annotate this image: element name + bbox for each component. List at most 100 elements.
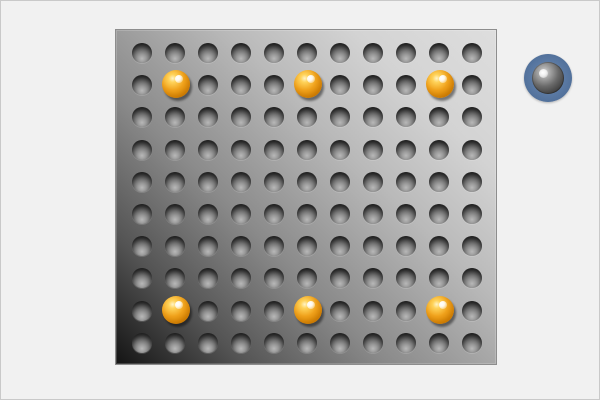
board-hole[interactable]: [429, 107, 449, 128]
board-hole[interactable]: [462, 139, 482, 160]
board-hole[interactable]: [462, 43, 482, 63]
board-hole[interactable]: [297, 171, 317, 192]
orange-peg[interactable]: [294, 70, 322, 99]
board-hole[interactable]: [132, 171, 152, 192]
board-hole[interactable]: [165, 171, 185, 192]
board-hole[interactable]: [165, 236, 185, 257]
board-hole[interactable]: [462, 332, 482, 353]
board-hole[interactable]: [462, 171, 482, 192]
board-hole[interactable]: [462, 107, 482, 128]
board-hole[interactable]: [231, 204, 251, 224]
board-hole[interactable]: [231, 75, 251, 96]
board-hole[interactable]: [264, 171, 284, 192]
board-hole[interactable]: [165, 332, 185, 353]
board-hole[interactable]: [264, 43, 284, 63]
board-hole[interactable]: [231, 236, 251, 257]
board-hole[interactable]: [297, 204, 317, 224]
board-hole[interactable]: [330, 300, 350, 321]
board-hole[interactable]: [297, 43, 317, 63]
board-hole[interactable]: [429, 268, 449, 289]
board-hole[interactable]: [396, 171, 416, 192]
board-hole[interactable]: [264, 268, 284, 289]
board-hole[interactable]: [132, 43, 152, 63]
board-hole[interactable]: [198, 268, 218, 289]
board-hole[interactable]: [363, 75, 383, 96]
board-hole[interactable]: [132, 107, 152, 128]
board-hole[interactable]: [462, 236, 482, 257]
board-hole[interactable]: [462, 204, 482, 224]
board-hole[interactable]: [165, 204, 185, 224]
board-hole[interactable]: [165, 107, 185, 128]
board-hole[interactable]: [330, 332, 350, 353]
board-hole[interactable]: [264, 332, 284, 353]
board-hole[interactable]: [429, 171, 449, 192]
board-hole[interactable]: [330, 75, 350, 96]
board-hole[interactable]: [462, 75, 482, 96]
board-hole[interactable]: [462, 268, 482, 289]
board-hole[interactable]: [165, 43, 185, 63]
board-hole[interactable]: [363, 300, 383, 321]
board-hole[interactable]: [165, 139, 185, 160]
board-hole[interactable]: [132, 139, 152, 160]
board-hole[interactable]: [264, 236, 284, 257]
orange-peg[interactable]: [162, 70, 190, 99]
board-hole[interactable]: [264, 204, 284, 224]
board-hole[interactable]: [330, 43, 350, 63]
board-hole[interactable]: [132, 332, 152, 353]
board-hole[interactable]: [429, 43, 449, 63]
board-hole[interactable]: [396, 139, 416, 160]
board-hole[interactable]: [231, 107, 251, 128]
board-hole[interactable]: [429, 204, 449, 224]
orange-peg[interactable]: [426, 295, 454, 324]
board-hole[interactable]: [330, 107, 350, 128]
board-hole[interactable]: [297, 236, 317, 257]
board-hole[interactable]: [396, 204, 416, 224]
board-hole[interactable]: [198, 332, 218, 353]
board-hole[interactable]: [363, 268, 383, 289]
board-hole[interactable]: [330, 236, 350, 257]
board-hole[interactable]: [363, 171, 383, 192]
board-hole[interactable]: [429, 332, 449, 353]
board-hole[interactable]: [264, 107, 284, 128]
board-hole[interactable]: [231, 300, 251, 321]
board-hole[interactable]: [132, 268, 152, 289]
board-hole[interactable]: [231, 332, 251, 353]
board-hole[interactable]: [396, 332, 416, 353]
peg-board[interactable]: [115, 29, 497, 365]
board-hole[interactable]: [198, 300, 218, 321]
board-hole[interactable]: [231, 268, 251, 289]
board-hole[interactable]: [198, 139, 218, 160]
board-hole[interactable]: [396, 300, 416, 321]
board-hole[interactable]: [132, 300, 152, 321]
board-hole[interactable]: [396, 43, 416, 63]
board-hole[interactable]: [297, 268, 317, 289]
board-hole[interactable]: [264, 139, 284, 160]
orange-peg[interactable]: [294, 295, 322, 324]
board-hole[interactable]: [330, 139, 350, 160]
board-hole[interactable]: [363, 43, 383, 63]
board-hole[interactable]: [132, 75, 152, 96]
board-hole[interactable]: [198, 43, 218, 63]
board-hole[interactable]: [132, 236, 152, 257]
board-hole[interactable]: [429, 139, 449, 160]
board-hole[interactable]: [231, 139, 251, 160]
board-hole[interactable]: [132, 204, 152, 224]
board-hole[interactable]: [297, 139, 317, 160]
board-hole[interactable]: [396, 268, 416, 289]
board-hole[interactable]: [396, 107, 416, 128]
board-hole[interactable]: [330, 171, 350, 192]
board-hole[interactable]: [198, 204, 218, 224]
board-hole[interactable]: [429, 236, 449, 257]
board-hole[interactable]: [396, 236, 416, 257]
board-hole[interactable]: [330, 204, 350, 224]
board-hole[interactable]: [396, 75, 416, 96]
board-hole[interactable]: [363, 236, 383, 257]
board-hole[interactable]: [231, 171, 251, 192]
orange-peg[interactable]: [162, 295, 190, 324]
orange-peg[interactable]: [426, 70, 454, 99]
board-hole[interactable]: [330, 268, 350, 289]
board-hole[interactable]: [363, 204, 383, 224]
board-hole[interactable]: [198, 236, 218, 257]
board-hole[interactable]: [264, 75, 284, 96]
board-hole[interactable]: [165, 268, 185, 289]
